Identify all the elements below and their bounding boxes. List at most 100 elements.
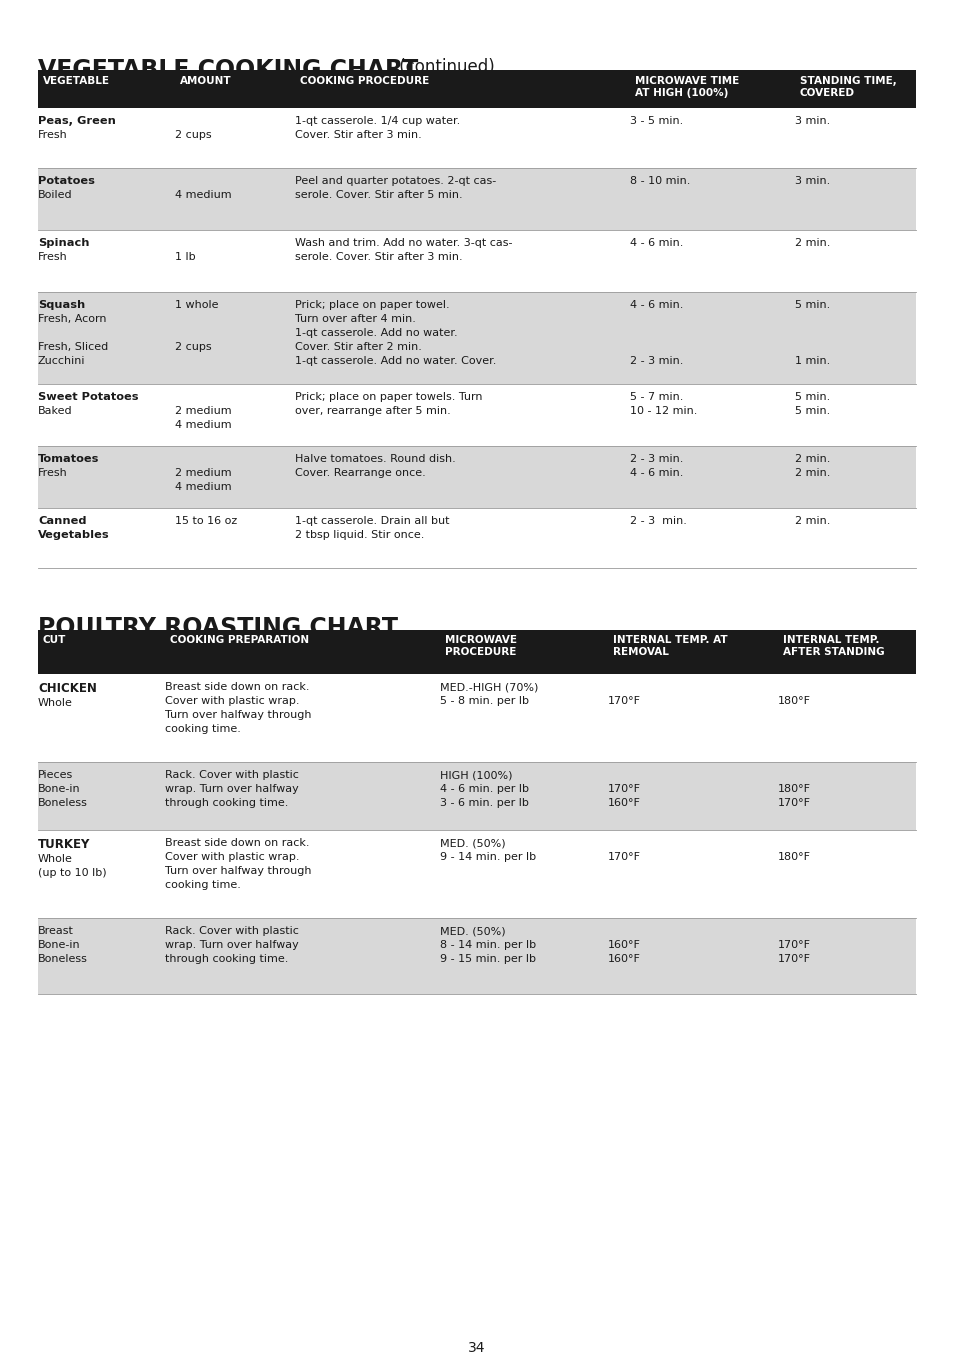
Text: 34: 34 [468, 1341, 485, 1355]
Text: Fresh: Fresh [38, 129, 68, 140]
Text: Rack. Cover with plastic: Rack. Cover with plastic [165, 770, 298, 780]
Text: 2 - 3 min.: 2 - 3 min. [629, 454, 682, 463]
Text: 2 cups: 2 cups [174, 129, 212, 140]
Text: COOKING PROCEDURE: COOKING PROCEDURE [299, 76, 429, 86]
Text: (continued): (continued) [394, 59, 495, 76]
Text: 5 min.: 5 min. [794, 406, 829, 416]
Text: through cooking time.: through cooking time. [165, 954, 288, 964]
Text: Turn over halfway through: Turn over halfway through [165, 710, 312, 720]
Text: Cover. Rearrange once.: Cover. Rearrange once. [294, 468, 425, 478]
Text: Sweet Potatoes: Sweet Potatoes [38, 393, 138, 402]
Text: 3 min.: 3 min. [794, 176, 829, 185]
Text: 170°F: 170°F [778, 797, 810, 808]
Text: Spinach: Spinach [38, 239, 90, 248]
Text: 1-qt casserole. 1/4 cup water.: 1-qt casserole. 1/4 cup water. [294, 116, 459, 125]
Bar [38, 673, 915, 762]
Text: 9 - 15 min. per lb: 9 - 15 min. per lb [439, 954, 536, 964]
Text: MED. (50%): MED. (50%) [439, 925, 505, 936]
Text: 170°F: 170°F [778, 954, 810, 964]
Text: Prick; place on paper towels. Turn: Prick; place on paper towels. Turn [294, 393, 482, 402]
Text: STANDING TIME,
COVERED: STANDING TIME, COVERED [800, 76, 896, 98]
Text: TURKEY: TURKEY [38, 838, 91, 851]
Text: Breast: Breast [38, 925, 73, 936]
Text: through cooking time.: through cooking time. [165, 797, 288, 808]
Text: 2 tbsp liquid. Stir once.: 2 tbsp liquid. Stir once. [294, 530, 424, 540]
Text: 180°F: 180°F [778, 696, 810, 706]
Text: 2 min.: 2 min. [794, 517, 829, 526]
Text: 1-qt casserole. Add no water.: 1-qt casserole. Add no water. [294, 328, 457, 338]
Text: 180°F: 180°F [778, 852, 810, 861]
Text: Fresh: Fresh [38, 252, 68, 262]
Text: Rack. Cover with plastic: Rack. Cover with plastic [165, 925, 298, 936]
Text: cooking time.: cooking time. [165, 724, 240, 735]
Text: MICROWAVE
PROCEDURE: MICROWAVE PROCEDURE [444, 635, 517, 657]
Text: Squash: Squash [38, 300, 85, 309]
Text: Tomatoes: Tomatoes [38, 454, 99, 463]
Text: 10 - 12 min.: 10 - 12 min. [629, 406, 697, 416]
Text: 8 - 10 min.: 8 - 10 min. [629, 176, 690, 185]
Text: over, rearrange after 5 min.: over, rearrange after 5 min. [294, 406, 450, 416]
Text: Cover. Stir after 2 min.: Cover. Stir after 2 min. [294, 342, 421, 352]
Text: Whole: Whole [38, 698, 72, 707]
Text: POULTRY ROASTING CHART: POULTRY ROASTING CHART [38, 616, 397, 641]
Text: 9 - 14 min. per lb: 9 - 14 min. per lb [439, 852, 536, 861]
Text: (up to 10 lb): (up to 10 lb) [38, 868, 107, 878]
Bar [38, 108, 915, 168]
Text: CHICKEN: CHICKEN [38, 682, 97, 695]
Bar [38, 70, 915, 108]
Text: 4 - 6 min.: 4 - 6 min. [629, 239, 682, 248]
Bar [38, 168, 915, 230]
Bar [38, 630, 915, 673]
Text: wrap. Turn over halfway: wrap. Turn over halfway [165, 940, 298, 950]
Text: CUT: CUT [43, 635, 67, 645]
Text: 15 to 16 oz: 15 to 16 oz [174, 517, 237, 526]
Text: 2 min.: 2 min. [794, 239, 829, 248]
Text: 170°F: 170°F [778, 940, 810, 950]
Text: Breast side down on rack.: Breast side down on rack. [165, 838, 309, 848]
Bar [38, 446, 915, 508]
Text: 170°F: 170°F [607, 784, 640, 795]
Text: Cover with plastic wrap.: Cover with plastic wrap. [165, 852, 299, 861]
Text: INTERNAL TEMP. AT
REMOVAL: INTERNAL TEMP. AT REMOVAL [613, 635, 727, 657]
Text: 170°F: 170°F [607, 852, 640, 861]
Text: 5 - 7 min.: 5 - 7 min. [629, 393, 682, 402]
Text: Potatoes: Potatoes [38, 176, 94, 185]
Bar [38, 292, 915, 384]
Text: MED. (50%): MED. (50%) [439, 838, 505, 848]
Text: 160°F: 160°F [607, 940, 640, 950]
Text: Fresh: Fresh [38, 468, 68, 478]
Text: 5 min.: 5 min. [794, 300, 829, 309]
Text: 2 - 3  min.: 2 - 3 min. [629, 517, 686, 526]
Text: Bone-in: Bone-in [38, 940, 81, 950]
Text: Cover. Stir after 3 min.: Cover. Stir after 3 min. [294, 129, 421, 140]
Text: 4 - 6 min. per lb: 4 - 6 min. per lb [439, 784, 529, 795]
Text: 180°F: 180°F [778, 784, 810, 795]
Text: cooking time.: cooking time. [165, 880, 240, 890]
Text: VEGETABLE COOKING CHART: VEGETABLE COOKING CHART [38, 59, 417, 82]
Text: 160°F: 160°F [607, 797, 640, 808]
Text: 170°F: 170°F [607, 696, 640, 706]
Text: 3 - 5 min.: 3 - 5 min. [629, 116, 682, 125]
Text: 2 medium: 2 medium [174, 468, 232, 478]
Text: 2 min.: 2 min. [794, 454, 829, 463]
Bar [38, 762, 915, 830]
Bar [38, 919, 915, 994]
Bar [38, 230, 915, 292]
Text: 2 cups: 2 cups [174, 342, 212, 352]
Text: COOKING PREPARATION: COOKING PREPARATION [170, 635, 309, 645]
Text: 2 - 3 min.: 2 - 3 min. [629, 356, 682, 367]
Text: Peel and quarter potatoes. 2-qt cas-: Peel and quarter potatoes. 2-qt cas- [294, 176, 496, 185]
Text: Halve tomatoes. Round dish.: Halve tomatoes. Round dish. [294, 454, 456, 463]
Text: 2 medium: 2 medium [174, 406, 232, 416]
Text: AMOUNT: AMOUNT [180, 76, 232, 86]
Text: 4 medium: 4 medium [174, 189, 232, 200]
Text: Prick; place on paper towel.: Prick; place on paper towel. [294, 300, 449, 309]
Text: Fresh, Acorn: Fresh, Acorn [38, 313, 107, 324]
Text: HIGH (100%): HIGH (100%) [439, 770, 512, 780]
Text: Pieces: Pieces [38, 770, 73, 780]
Text: 160°F: 160°F [607, 954, 640, 964]
Text: Canned: Canned [38, 517, 87, 526]
Text: 3 min.: 3 min. [794, 116, 829, 125]
Text: Cover with plastic wrap.: Cover with plastic wrap. [165, 696, 299, 706]
Text: VEGETABLE: VEGETABLE [43, 76, 110, 86]
